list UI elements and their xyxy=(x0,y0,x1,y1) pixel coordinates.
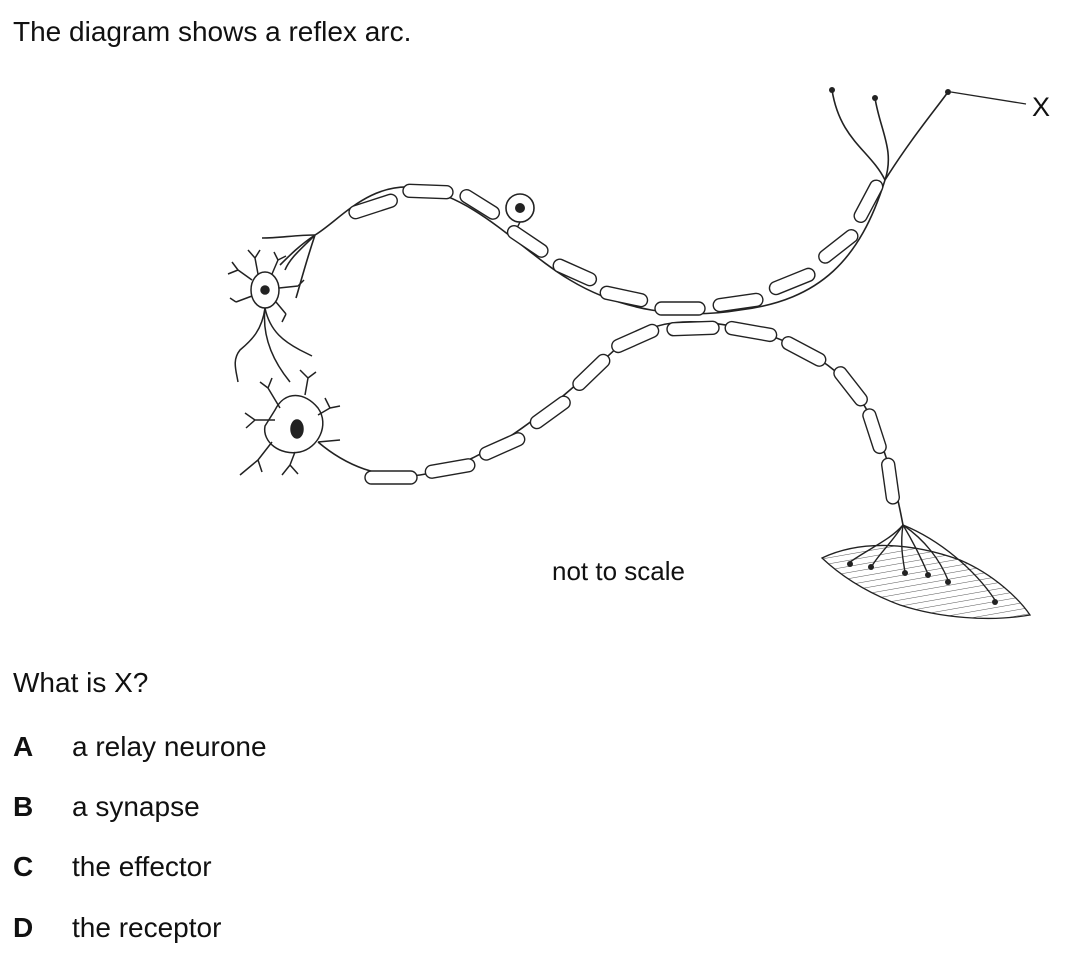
option-b-letter: B xyxy=(13,791,34,822)
option-b-text: a synapse xyxy=(72,791,200,822)
receptor-dot-3 xyxy=(945,89,951,95)
myelin-sheath-motor xyxy=(364,320,901,505)
receptor-endpoints xyxy=(829,87,951,101)
sensory-branch-3 xyxy=(295,234,316,299)
question-prompt: What is X? xyxy=(13,667,149,698)
option-d-letter: D xyxy=(13,912,34,943)
option-d-text: the receptor xyxy=(72,912,222,943)
receptor-dot-2 xyxy=(872,95,878,101)
option-a-text: a relay neurone xyxy=(72,731,267,762)
question-intro: The diagram shows a reflex arc. xyxy=(13,16,412,47)
receptor-ending-2 xyxy=(874,97,890,181)
effector-muscle xyxy=(820,524,1032,620)
sensory-branch-1 xyxy=(261,234,316,239)
receptor-ending-1 xyxy=(831,89,886,181)
motor-neurone-cell-body xyxy=(239,369,341,476)
receptor-ending-3 xyxy=(884,91,949,181)
sensory-neurone xyxy=(261,89,949,315)
sensory-branch-2 xyxy=(284,234,316,271)
sensory-axon xyxy=(279,179,886,315)
receptor-dot-1 xyxy=(829,87,835,93)
relay-neurone xyxy=(227,249,313,383)
scale-note: not to scale xyxy=(552,556,685,586)
label-x-pointer xyxy=(950,91,1027,105)
option-c-letter: C xyxy=(13,851,34,882)
option-a-letter: A xyxy=(13,731,34,762)
reflex-arc-diagram: X not to scale xyxy=(0,70,1065,640)
option-c-text: the effector xyxy=(72,851,212,882)
label-x: X xyxy=(1032,92,1051,122)
myelin-sheath-sensory xyxy=(348,179,884,316)
